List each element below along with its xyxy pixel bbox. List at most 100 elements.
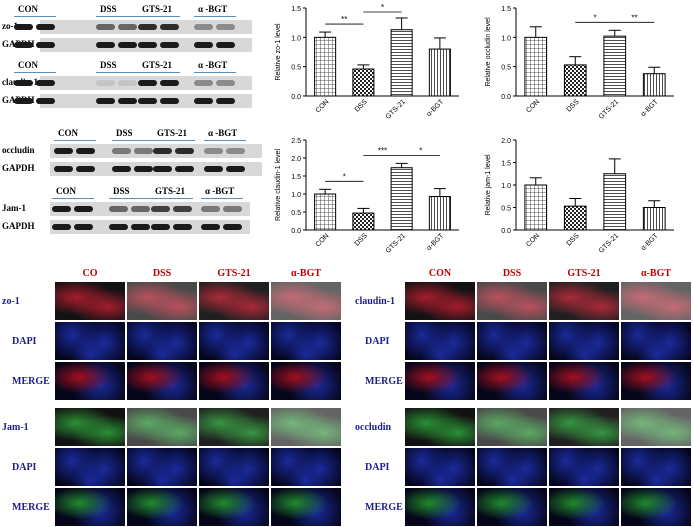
if-image-tile [271, 448, 341, 486]
y-tick-label: 1.5 [291, 174, 301, 181]
wb-band [160, 24, 179, 30]
wb-band [54, 148, 73, 154]
x-tick-label: DSS [354, 98, 369, 113]
if-row-label: Jam-1 [2, 422, 29, 433]
wb-band [118, 42, 137, 48]
if-image-tile [477, 362, 547, 400]
wb-band [96, 24, 115, 30]
wb-band [204, 166, 223, 172]
if-image-tile [127, 282, 197, 320]
if-image-tile [549, 408, 619, 446]
y-tick-label: 1.5 [501, 6, 511, 13]
wb-band [96, 80, 115, 86]
wb-band [226, 166, 245, 172]
if-row-label: MERGE [365, 376, 403, 387]
y-tick-label: 0.0 [291, 94, 301, 101]
if-image-tile [477, 488, 547, 526]
wb-row-label: GAPDH [2, 163, 35, 173]
if-column-header: GTS-21 [567, 268, 601, 279]
if-image-tile [405, 282, 475, 320]
if-image-tile [477, 322, 547, 360]
significance-label: * [343, 172, 346, 181]
if-row-label: DAPI [12, 462, 37, 473]
wb-band [204, 148, 223, 154]
wb-band [194, 98, 213, 104]
wb-band [201, 206, 220, 212]
wb-row-label: Jam-1 [2, 203, 26, 213]
y-tick-label: 1.0 [501, 35, 511, 42]
significance-label: * [381, 3, 384, 12]
if-image-tile [549, 282, 619, 320]
wb-band [118, 80, 137, 86]
bar [352, 68, 375, 97]
if-row-label: MERGE [365, 502, 403, 513]
wb-lane-label: CON [58, 128, 78, 138]
if-image-tile [271, 488, 341, 526]
significance-label: *** [378, 146, 387, 155]
if-image-tile [199, 488, 269, 526]
wb-band [216, 80, 235, 86]
wb-row-label: zo-1 [2, 21, 18, 31]
wb-lane-label: GTS-21 [142, 60, 173, 70]
if-image-tile [405, 362, 475, 400]
wb-band [54, 166, 73, 172]
if-image-tile [621, 362, 691, 400]
wb-band [14, 42, 33, 48]
if-image-tile [127, 322, 197, 360]
bar [390, 29, 413, 97]
wb-band [173, 224, 192, 230]
y-tick-label: 0.5 [291, 65, 301, 72]
y-tick-label: 2.0 [501, 138, 511, 145]
bar [428, 48, 451, 97]
y-axis-label: Relative jam-1 level [485, 154, 492, 216]
wb-band [138, 42, 157, 48]
y-tick-label: 0.0 [501, 228, 511, 235]
wb-band [216, 98, 235, 104]
if-image-tile [55, 282, 125, 320]
wb-band [175, 166, 194, 172]
wb-lane-label: α -BGT [198, 4, 228, 14]
wb-band [52, 206, 71, 212]
x-tick-label: DSS [566, 98, 581, 113]
if-image-tile [271, 322, 341, 360]
if-row-label: DAPI [12, 336, 37, 347]
x-tick-label: GTS-21 [598, 232, 620, 254]
wb-band [112, 148, 131, 154]
wb-band [96, 98, 115, 104]
y-tick-label: 0.0 [291, 228, 301, 235]
wb-band [160, 98, 179, 104]
if-row-label: MERGE [12, 502, 50, 513]
wb-band [112, 166, 131, 172]
bar [314, 36, 337, 97]
y-tick-label: 2.5 [291, 138, 301, 145]
x-tick-label: DSS [566, 232, 581, 247]
y-tick-label: 1.0 [291, 192, 301, 199]
if-image-tile [55, 362, 125, 400]
if-image-tile [271, 282, 341, 320]
wb-band [216, 42, 235, 48]
if-image-tile [549, 362, 619, 400]
bar [390, 167, 413, 231]
wb-band [36, 42, 55, 48]
x-tick-label: GTS-21 [385, 232, 407, 254]
wb-row-label: occludin [2, 145, 35, 155]
wb-lane-label: DSS [100, 4, 117, 14]
if-image-tile [199, 448, 269, 486]
x-tick-label: CON [525, 232, 541, 248]
if-image-tile [55, 408, 125, 446]
wb-band [76, 148, 95, 154]
if-column-header: DSS [152, 268, 172, 279]
bar-chart-claudin1: 0.0 0.5 1.0 1.5 2.0 2.5 Relative claudin-1 lev… [268, 132, 473, 262]
if-row-label: occludin [355, 422, 392, 433]
y-tick-label: 1.5 [501, 161, 511, 168]
if-image-tile [405, 448, 475, 486]
if-row-label: DAPI [365, 462, 390, 473]
wb-band [223, 206, 242, 212]
if-image-tile [199, 322, 269, 360]
wb-band [131, 206, 150, 212]
if-image-tile [127, 362, 197, 400]
y-tick-label: 0.5 [501, 206, 511, 213]
wb-band [138, 80, 157, 86]
wb-lane-label: GTS-21 [155, 186, 186, 196]
if-image-tile [477, 448, 547, 486]
